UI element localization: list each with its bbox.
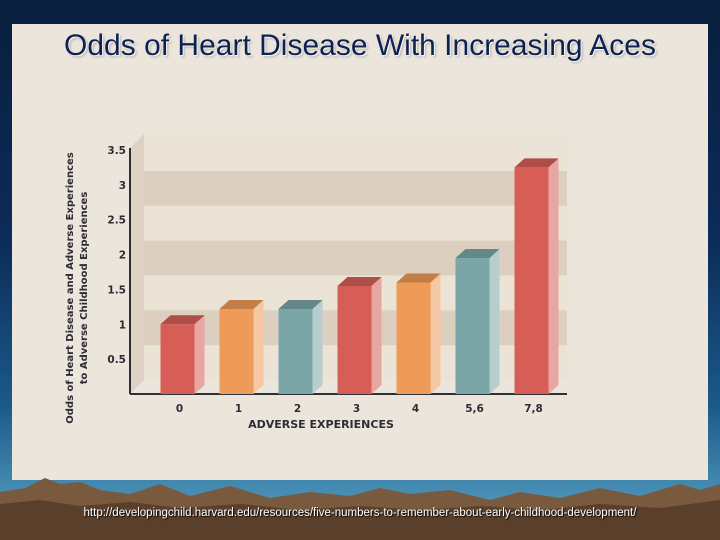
bar-front-face [337,285,372,394]
bar-top-face [455,249,500,259]
x-tick-label: 1 [235,403,242,415]
bar-front-face [396,282,431,394]
x-tick-label: 2 [294,403,301,415]
x-tick-label: 7,8 [524,403,543,415]
bar-top-face [337,276,382,286]
y-axis-label-line2: to Adverse Childhood Experiences [79,192,90,385]
bar-front-face [219,308,254,394]
y-tick-label: 3.5 [107,145,126,157]
grid-band [144,170,567,206]
bar-front-face [278,308,313,394]
bar-5-6 [455,249,500,394]
y-tick-label: 0.5 [107,354,126,366]
y-axis-label-line1: Odds of Heart Disease and Adverse Experi… [65,152,76,424]
grid-band [144,240,567,276]
bar-1 [219,299,264,394]
x-tick-label: 0 [176,403,183,415]
bar-top-face [160,315,205,325]
bar-side-face [371,276,382,394]
y-tick-label: 2.5 [107,215,126,227]
bar-side-face [430,273,441,394]
bar-4 [396,273,441,394]
heart-disease-bar-chart: 0.5 1 1.5 2 2.5 3 3.5 0 1 2 3 4 5,6 7,8 Odds of Hear… [65,134,567,431]
bar-side-face [312,299,323,394]
bar-front-face [514,167,549,394]
source-url: http://developingchild.harvard.edu/resou… [83,507,637,519]
chart-side-wall [130,134,144,394]
bar-0 [160,315,205,394]
bar-2 [278,299,323,394]
bar-top-face [514,158,559,168]
y-tick-label: 3 [119,180,126,192]
bar-side-face [548,158,559,394]
bar-side-face [489,249,500,394]
x-tick-label: 5,6 [465,403,484,415]
slide-title: Odds of Heart Disease With Increasing Ac… [64,29,656,62]
mountain-decoration [0,478,720,540]
bar-front-face [160,324,195,394]
x-tick-label: 4 [412,403,419,415]
bar-side-face [194,315,205,394]
y-tick-labels: 0.5 1 1.5 2 2.5 3 3.5 [107,145,126,366]
bar-side-face [253,299,264,394]
bar-front-face [455,258,490,394]
y-tick-label: 2 [119,250,126,262]
bar-top-face [396,273,441,283]
bar-3 [337,276,382,394]
chart-bars [160,158,559,394]
x-tick-label: 3 [353,403,360,415]
x-axis-label: ADVERSE EXPERIENCES [248,418,394,431]
bar-top-face [278,299,323,309]
mountain-foreground-shape [0,500,720,540]
bar-top-face [219,299,264,309]
grid-band [144,205,567,241]
y-tick-label: 1.5 [107,284,126,296]
y-tick-label: 1 [119,319,126,331]
x-tick-labels: 0 1 2 3 4 5,6 7,8 [176,403,543,415]
grid-band [144,136,567,171]
bar-7-8 [514,158,559,394]
